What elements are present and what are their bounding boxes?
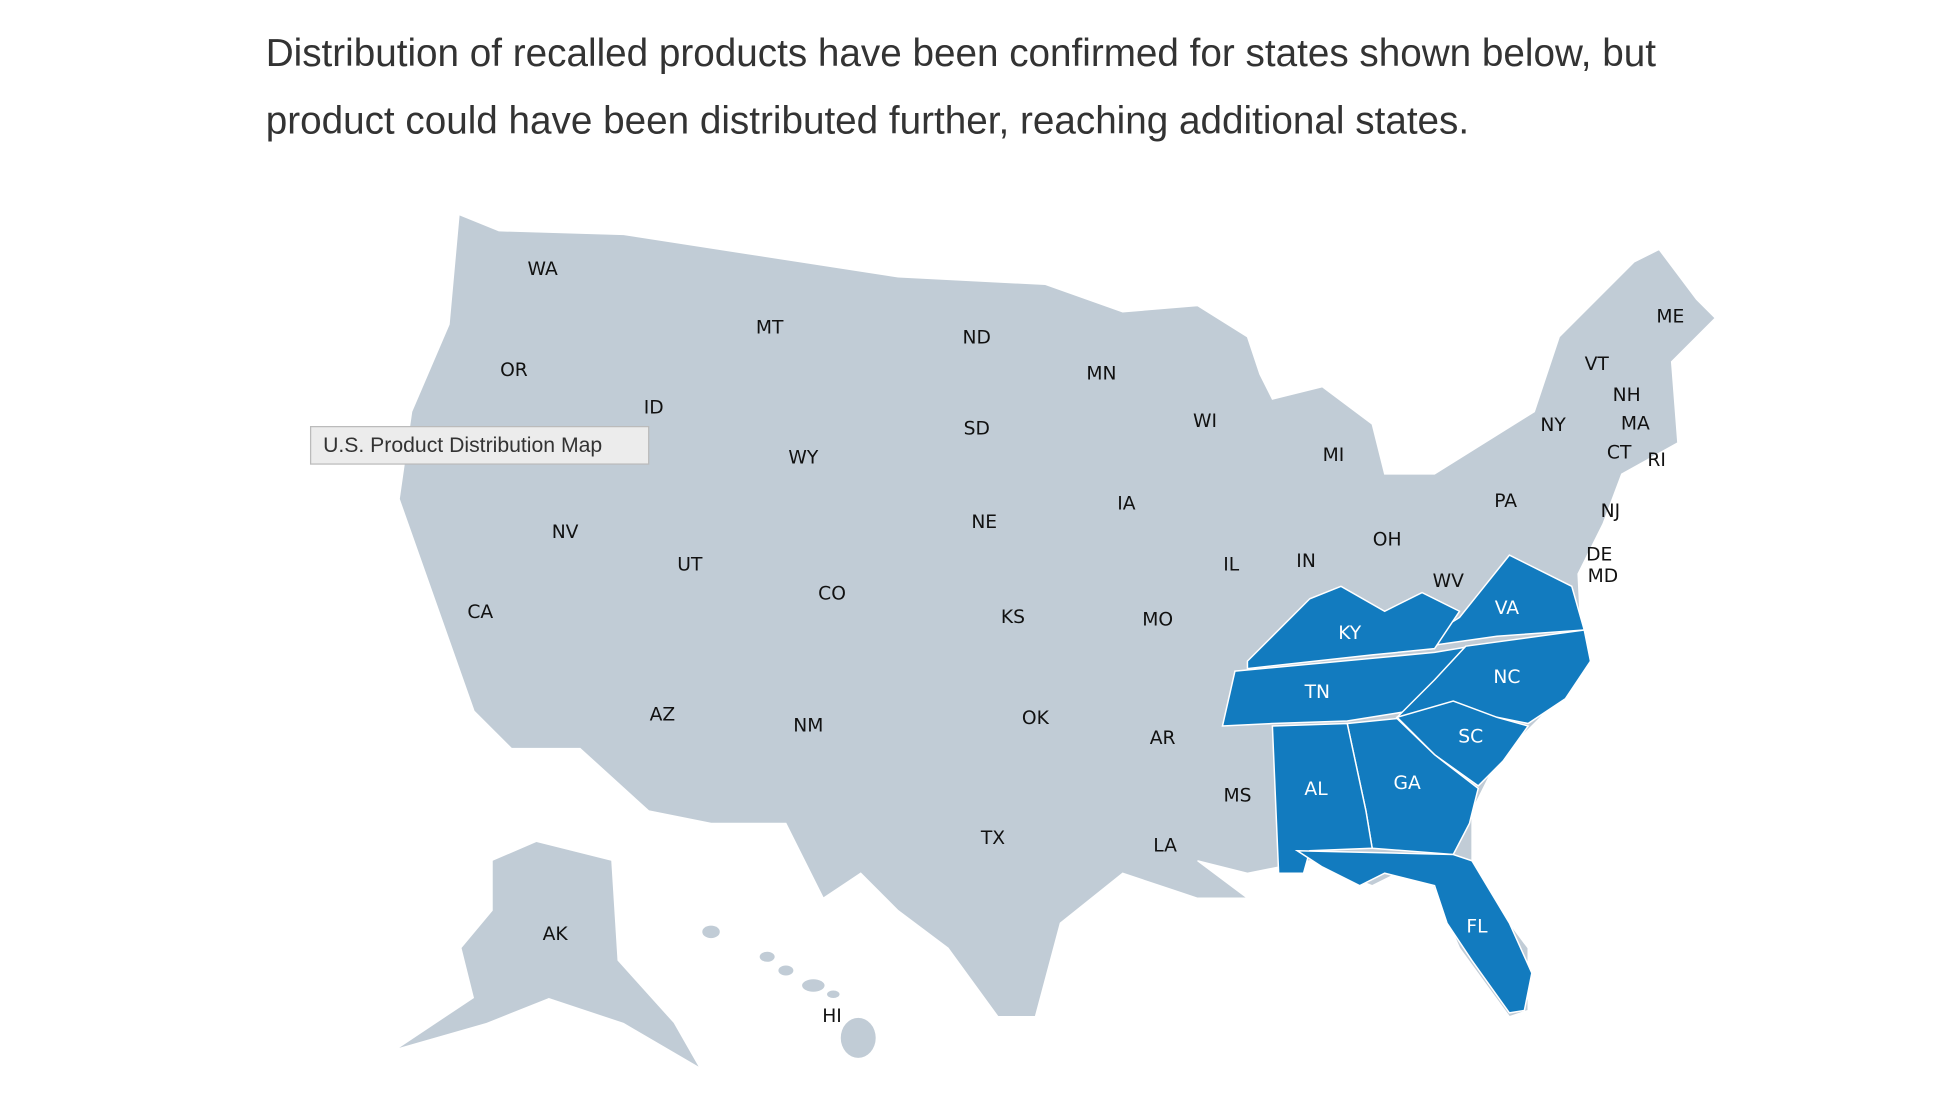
state-label: HI	[822, 1006, 842, 1027]
tooltip-box	[309, 426, 650, 465]
state-label: WA	[528, 259, 558, 280]
hawaii	[702, 925, 876, 1058]
state-label: FL	[1466, 916, 1488, 937]
state-label: AK	[543, 924, 569, 945]
state-label: OR	[500, 360, 528, 381]
state-label: VA	[1495, 598, 1520, 619]
state-label: NH	[1613, 385, 1641, 406]
confirmed-state	[1294, 849, 1533, 1014]
state-label: MD	[1588, 566, 1619, 587]
state-label: ID	[644, 397, 664, 418]
state-label: SD	[964, 419, 990, 440]
state-label: NM	[793, 716, 823, 737]
state-label: ND	[963, 328, 991, 349]
confirmed-state	[1394, 629, 1592, 725]
state-label: MA	[1621, 414, 1650, 435]
state-label: CO	[818, 583, 846, 604]
state-label: SC	[1458, 727, 1483, 748]
state-label: DE	[1586, 545, 1612, 566]
state-label: RI	[1647, 450, 1666, 471]
state-label: TN	[1304, 682, 1330, 703]
tooltip-text: U.S. Product Distribution Map	[323, 434, 602, 457]
state-label: MI	[1323, 445, 1345, 466]
state-label: AL	[1304, 779, 1328, 800]
state-label: NC	[1493, 667, 1520, 688]
state-label: MT	[756, 318, 784, 339]
state-label: CT	[1607, 442, 1632, 463]
state-label: UT	[677, 555, 703, 576]
confirmed-state	[1271, 722, 1374, 874]
state-label: MO	[1142, 609, 1173, 630]
state-label: VT	[1585, 354, 1610, 375]
us-map: WA OR ID MT ND SD WY MN WI MI NV UT CO NE IA IL IN OH PA NY…	[398, 213, 1717, 1067]
state-label: GA	[1393, 773, 1420, 794]
state-label: NE	[971, 512, 997, 533]
alaska	[399, 842, 699, 1067]
state-label: WY	[788, 447, 818, 468]
state-label: WI	[1193, 411, 1217, 432]
state-label: IL	[1223, 555, 1240, 576]
state-label: PA	[1494, 491, 1517, 512]
state-label: KY	[1338, 623, 1362, 644]
confirmed-state	[1409, 554, 1586, 650]
state-label: OH	[1373, 530, 1402, 551]
state-label: KS	[1001, 607, 1025, 628]
state-label: OK	[1022, 708, 1050, 729]
state-label: ME	[1656, 306, 1684, 327]
state-label: IA	[1117, 493, 1136, 514]
state-label: AR	[1150, 728, 1176, 749]
confirmed-state	[1246, 585, 1461, 670]
state-label: TX	[980, 828, 1005, 849]
state-label: NV	[552, 522, 579, 543]
state-label: MS	[1223, 785, 1251, 806]
state-label: LA	[1153, 835, 1177, 856]
state-label: IN	[1296, 551, 1316, 572]
state-label: NJ	[1601, 501, 1621, 522]
state-label: MN	[1086, 364, 1116, 385]
intro-line: Distribution of recalled products have b…	[266, 32, 1657, 75]
state-label: NY	[1540, 415, 1566, 436]
intro-line: product could have been distributed furt…	[266, 99, 1469, 142]
tooltip: U.S. Product Distribution Map	[309, 426, 650, 465]
state-label: AZ	[650, 704, 676, 725]
state-label: WV	[1433, 571, 1464, 592]
state-label: CA	[467, 602, 493, 623]
